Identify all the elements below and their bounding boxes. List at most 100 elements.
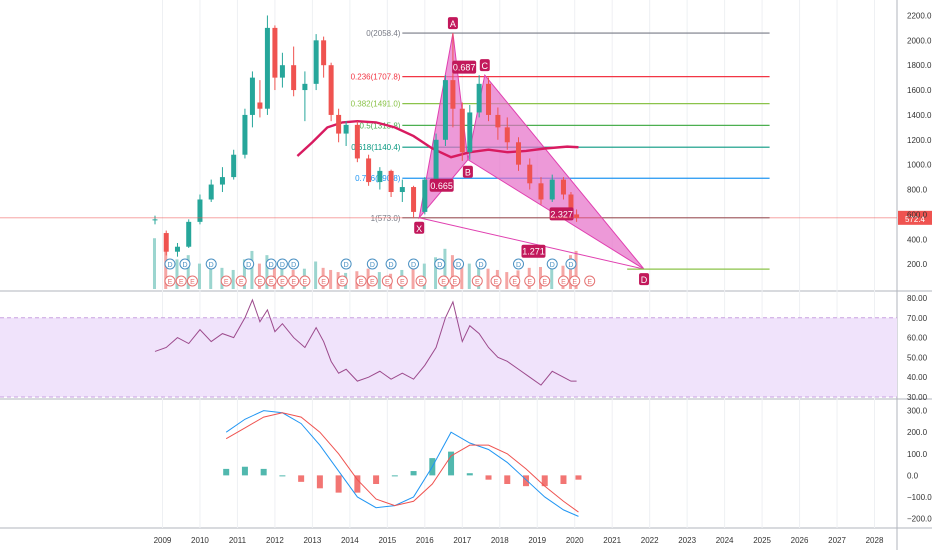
fib-level-label: 0.618(1140.4) xyxy=(351,143,401,152)
macd-axis-tick: 100.0 xyxy=(907,450,928,459)
fib-level-label: 1(573.0) xyxy=(371,214,401,223)
time-axis-label: 2018 xyxy=(491,536,509,545)
candle-body xyxy=(549,179,555,200)
candle-body xyxy=(279,65,285,78)
time-axis-label: 2028 xyxy=(866,536,884,545)
volume-bar xyxy=(209,265,213,289)
dividend-marker-label: D xyxy=(167,262,172,269)
harmonic-ratio-badge xyxy=(429,178,454,192)
rsi-axis-tick: 30.00 xyxy=(907,393,928,402)
earnings-marker xyxy=(265,275,277,287)
harmonic-xd-line xyxy=(419,217,645,270)
axes-layer: 2200.0 2000.0 1800.0 1600.0 1400.0 1200.0 1000… xyxy=(154,11,932,545)
fib-level-label: 0.5(1315.8) xyxy=(360,121,401,130)
macd-histogram-bar xyxy=(522,475,529,487)
earnings-marker-label: E xyxy=(572,279,577,286)
macd-pane[interactable] xyxy=(223,410,582,517)
dividend-marker xyxy=(340,258,352,270)
macd-signal-line xyxy=(225,412,579,513)
candle-body xyxy=(328,65,334,115)
candle-body xyxy=(343,124,349,134)
volume-bar xyxy=(314,261,318,289)
dividend-marker-label: D xyxy=(280,262,285,269)
time-axis-label: 2020 xyxy=(566,536,584,545)
harmonic-point-badge xyxy=(479,59,490,72)
earnings-marker xyxy=(471,275,483,287)
macd-histogram-bar xyxy=(541,475,548,487)
volume-bar xyxy=(443,248,447,289)
candle-body xyxy=(257,102,263,109)
macd-histogram-bar xyxy=(575,475,582,480)
dividend-marker-label: D xyxy=(269,262,274,269)
candle-body xyxy=(366,158,372,183)
candle-body xyxy=(231,154,237,178)
harmonic-point-label: B xyxy=(465,168,471,178)
volume-bar xyxy=(164,248,168,289)
macd-histogram-bar xyxy=(316,475,323,489)
dividend-marker-label: D xyxy=(389,262,394,269)
earnings-marker xyxy=(336,275,348,287)
price-axis-tick: 1000.0 xyxy=(907,161,932,170)
earnings-marker xyxy=(318,275,330,287)
rsi-pane[interactable] xyxy=(0,298,897,398)
time-axis-label: 2015 xyxy=(378,536,396,545)
earnings-marker xyxy=(254,275,266,287)
earnings-marker xyxy=(584,275,596,287)
price-pane[interactable]: 0(2058.4) 0.236(1707.8) 0.382(1491.0) 0.5(1… xyxy=(0,15,932,289)
macd-histogram-bar xyxy=(223,468,230,476)
harmonic-point-badge xyxy=(639,273,650,286)
rsi-axis-tick: 80.00 xyxy=(907,294,928,303)
macd-histogram-bar xyxy=(279,475,286,477)
volume-bar xyxy=(231,269,235,289)
earnings-marker-label: E xyxy=(542,279,547,286)
earnings-marker xyxy=(381,275,393,287)
macd-histogram-bar xyxy=(560,475,567,484)
earnings-marker xyxy=(220,275,232,287)
macd-histogram-bar xyxy=(298,475,305,482)
macd-histogram-bar xyxy=(504,475,511,484)
volume-bar xyxy=(242,259,246,289)
price-axis-tick: 2000.0 xyxy=(907,36,932,45)
macd-histogram-bar xyxy=(260,468,267,476)
candle-body xyxy=(422,179,428,212)
dividend-marker-label: D xyxy=(246,262,251,269)
dividend-marker-label: D xyxy=(182,262,187,269)
dividend-marker xyxy=(164,258,176,270)
volume-bar xyxy=(175,259,179,289)
candle-body xyxy=(538,183,544,200)
time-axis-label: 2023 xyxy=(678,536,696,545)
candle-body xyxy=(399,187,405,193)
dividend-marker xyxy=(385,258,397,270)
fib-level-label: 0.382(1491.0) xyxy=(351,100,401,109)
dividend-marker xyxy=(565,258,577,270)
rsi-line xyxy=(154,298,577,386)
earnings-marker xyxy=(299,275,311,287)
macd-axis-tick: 0.0 xyxy=(907,471,919,480)
time-axis-label: 2012 xyxy=(266,536,284,545)
candle-body xyxy=(302,83,308,91)
harmonic-ratio-label: 1.271 xyxy=(522,247,545,257)
volume-bar xyxy=(152,238,156,289)
price-axis-tick: 1200.0 xyxy=(907,136,932,145)
volume-bar xyxy=(568,255,572,289)
earnings-marker xyxy=(164,275,176,287)
dividend-marker-label: D xyxy=(478,262,483,269)
dividend-marker xyxy=(408,258,420,270)
dividend-marker-label: D xyxy=(568,262,573,269)
candle-body xyxy=(321,40,327,66)
rsi-axis-tick: 60.00 xyxy=(907,334,928,343)
candle-body xyxy=(354,124,360,159)
candle-body xyxy=(433,139,439,180)
earnings-marker-label: E xyxy=(168,279,173,286)
earnings-marker xyxy=(186,275,198,287)
harmonic-point-label: X xyxy=(416,224,422,234)
earnings-marker-label: E xyxy=(321,279,326,286)
time-axis-label: 2016 xyxy=(416,536,434,545)
candle-body xyxy=(249,77,255,115)
dividend-marker-label: D xyxy=(456,262,461,269)
macd-axis-tick: −200.0 xyxy=(907,515,932,524)
rsi-axis-tick: 40.00 xyxy=(907,373,928,382)
earnings-marker-label: E xyxy=(561,279,566,286)
